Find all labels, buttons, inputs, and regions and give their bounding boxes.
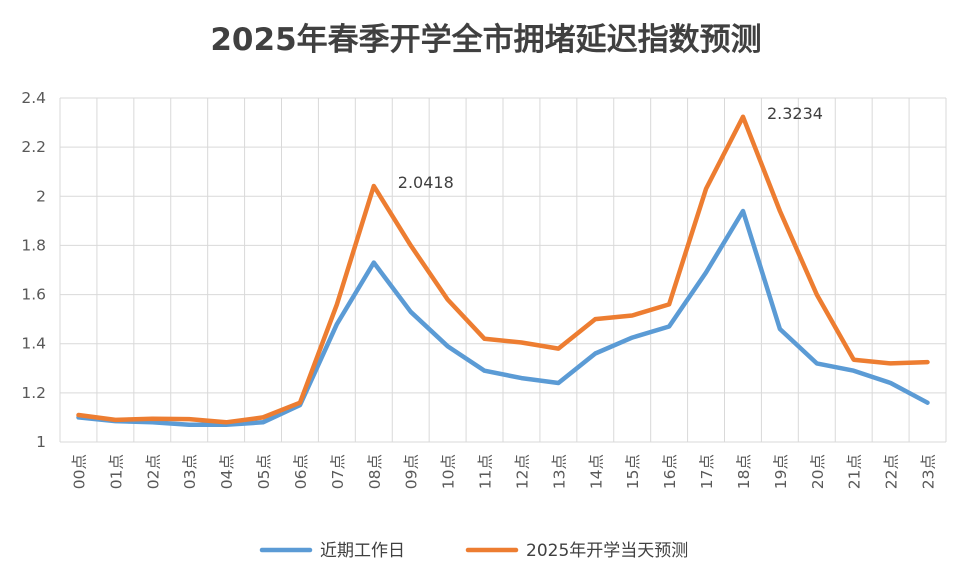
x-tick-label: 05点 [255, 454, 273, 489]
series-lines [76, 114, 930, 428]
y-axis-ticks: 1 1.2 1.4 1.6 1.8 2 2.2 2.4 [21, 89, 46, 451]
x-tick-label: 08点 [366, 454, 384, 489]
x-tick-label: 03点 [181, 454, 199, 489]
x-tick-label: 14点 [587, 454, 605, 489]
x-tick-label: 20点 [809, 454, 827, 489]
y-tick-label: 1.6 [21, 286, 46, 304]
x-tick-label: 00点 [70, 454, 88, 489]
x-tick-label: 04点 [218, 454, 236, 489]
legend-label: 2025年开学当天预测 [526, 541, 688, 561]
x-tick-label: 02点 [144, 454, 162, 489]
x-tick-label: 22点 [883, 454, 901, 489]
y-tick-label: 1 [36, 433, 46, 451]
x-tick-label: 19点 [772, 454, 790, 489]
x-tick-label: 12点 [513, 454, 531, 489]
x-tick-label: 06点 [292, 454, 310, 489]
x-tick-label: 23点 [920, 454, 938, 489]
legend: 近期工作日 2025年开学当天预测 [259, 541, 688, 561]
y-tick-label: 1.8 [21, 236, 46, 254]
x-tick-label: 10点 [440, 454, 458, 489]
x-tick-label: 16点 [661, 454, 679, 489]
x-tick-label: 07点 [329, 454, 347, 489]
x-axis-ticks: 00点 01点 02点 03点 04点 05点 06点 07点 08点 09点 10点 11点 12点 1… [70, 454, 937, 489]
x-tick-label: 17点 [698, 454, 716, 489]
x-tick-label: 01点 [107, 454, 125, 489]
legend-label: 近期工作日 [320, 541, 405, 561]
x-tick-label: 21点 [846, 454, 864, 489]
data-label: 2.0418 [398, 173, 454, 192]
x-tick-label: 18点 [735, 454, 753, 489]
y-tick-label: 1.2 [21, 384, 46, 402]
data-label: 2.3234 [767, 104, 823, 123]
y-tick-label: 2 [36, 187, 46, 205]
annotations: 2.0418 2.3234 [398, 104, 823, 192]
series-line-1 [76, 114, 930, 425]
x-tick-label: 09点 [403, 454, 421, 489]
y-tick-label: 1.4 [21, 335, 46, 353]
x-tick-label: 13点 [550, 454, 568, 489]
y-tick-label: 2.2 [21, 138, 46, 156]
x-tick-label: 11点 [477, 454, 495, 489]
chart-title: 2025年春季开学全市拥堵延迟指数预测 [210, 22, 762, 58]
y-tick-label: 2.4 [21, 89, 46, 107]
x-tick-label: 15点 [624, 454, 642, 489]
series-line-0 [76, 208, 930, 428]
grid-lines [59, 97, 947, 443]
